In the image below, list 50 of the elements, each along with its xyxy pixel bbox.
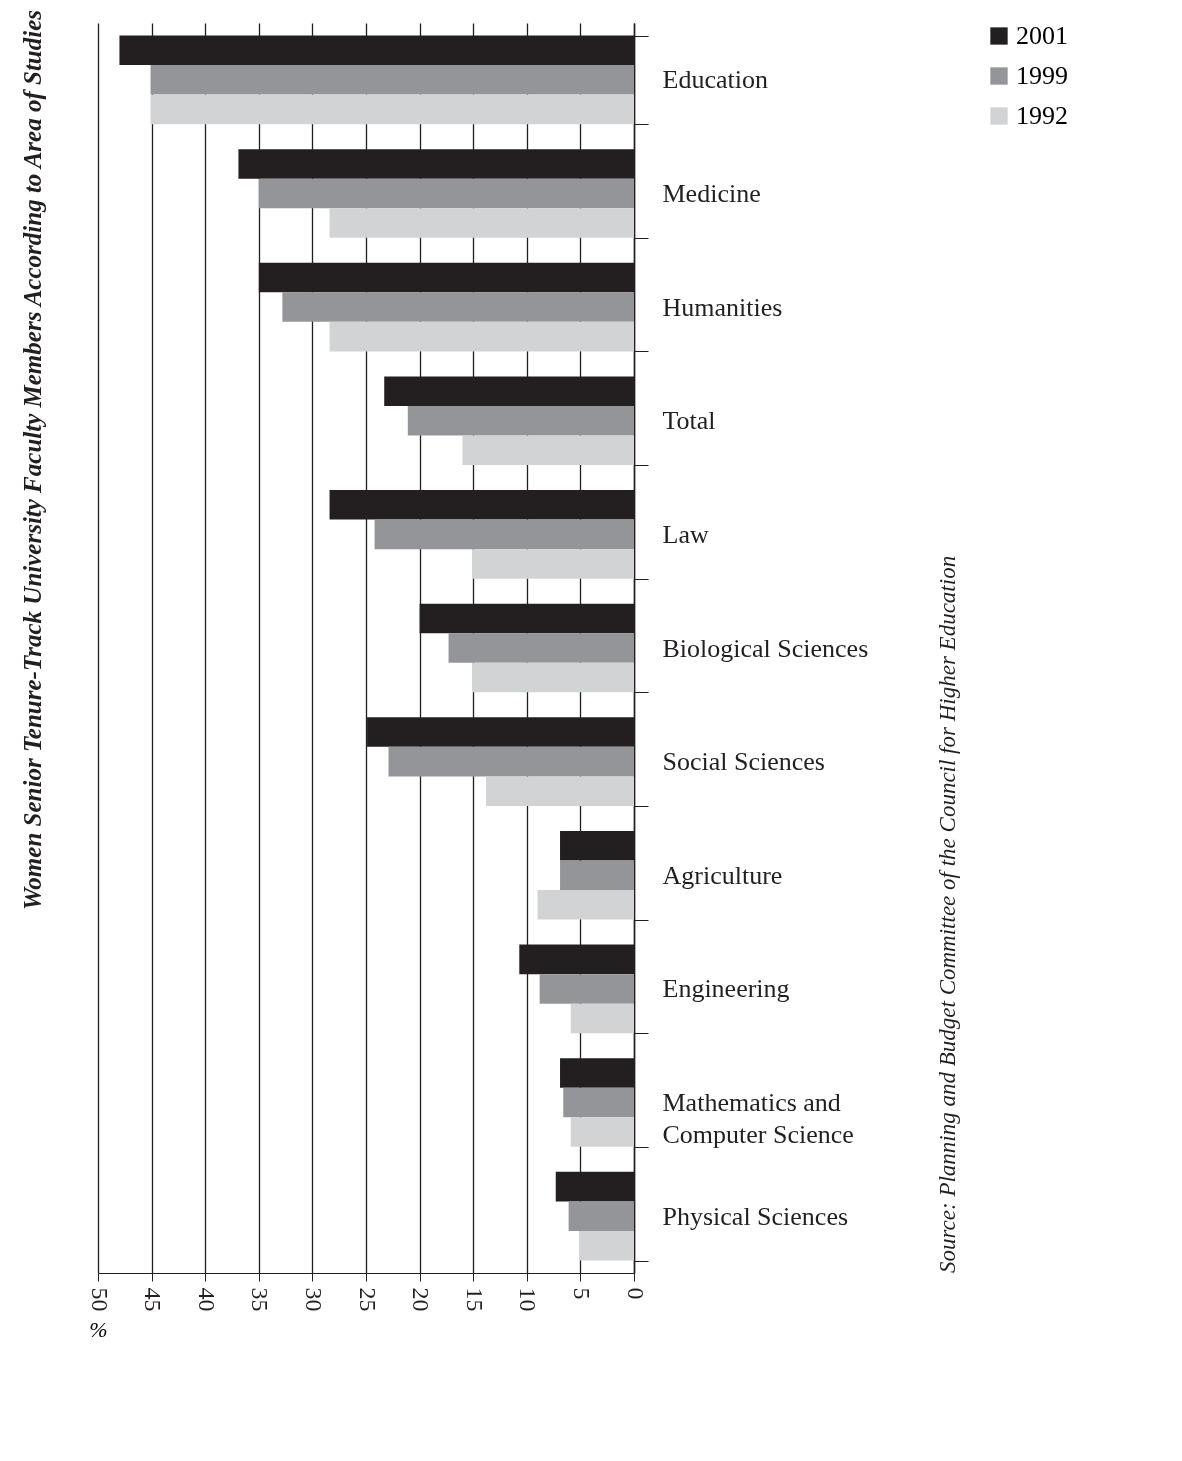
- x-tick-label: 20: [408, 1287, 435, 1312]
- bar: [407, 405, 634, 436]
- x-tick-label: 0: [622, 1287, 649, 1300]
- bar: [539, 974, 634, 1004]
- y-tick-label: Law: [662, 519, 709, 549]
- bar: [388, 746, 634, 777]
- x-tick-label: 25: [354, 1287, 381, 1312]
- x-tick-label: 10: [515, 1287, 542, 1312]
- y-tick-label: Mathematics and Computer Science: [662, 1088, 854, 1150]
- bar: [486, 776, 634, 806]
- x-tick-label: 30: [300, 1287, 327, 1312]
- bar: [329, 321, 634, 352]
- y-tick-label: Medicine: [662, 178, 761, 208]
- bar: [472, 549, 634, 579]
- y-tick-label: Education: [662, 65, 768, 95]
- legend-label: 2001: [1016, 21, 1068, 50]
- legend-label: 1992: [1016, 101, 1068, 130]
- source-note: Source: Planning and Budget Committee of the Council for Higher Education: [935, 555, 960, 1273]
- bar: [560, 860, 634, 891]
- x-tick-label: 45: [140, 1287, 167, 1312]
- bar: [579, 1230, 634, 1261]
- bar: [570, 1003, 634, 1034]
- y-tick-label: Humanities: [662, 292, 783, 322]
- x-tick-label: 35: [247, 1287, 274, 1312]
- bar: [462, 435, 634, 466]
- y-tick-label: Social Sciences: [662, 747, 825, 777]
- bar: [448, 633, 634, 663]
- bar: [282, 292, 634, 322]
- x-axis-title: %: [89, 1316, 108, 1342]
- bar: [258, 178, 634, 209]
- text: Women Senior Tenure-Track University Faculty Members According to Area of Studies: [19, 10, 46, 911]
- y-tick-label: Biological Sciences: [662, 633, 869, 663]
- x-tick-label: 15: [461, 1287, 488, 1312]
- x-tick-label: 40: [193, 1287, 220, 1312]
- bar: [568, 1201, 634, 1231]
- x-tick-label: 50: [86, 1287, 113, 1312]
- legend-label: 1999: [1016, 61, 1068, 90]
- bar: [472, 662, 634, 693]
- y-tick-label: Total: [662, 406, 716, 436]
- bar: [150, 94, 634, 125]
- x-tick-label: 5: [568, 1287, 595, 1300]
- bar: [537, 890, 634, 920]
- y-tick-label: Physical Sciences: [662, 1201, 849, 1231]
- y-tick-label: Engineering: [662, 974, 790, 1004]
- y-tick-label: Agriculture: [662, 860, 783, 890]
- bar: [329, 208, 634, 238]
- bar: [563, 1087, 634, 1118]
- bar: [374, 519, 634, 550]
- bar: [150, 65, 634, 95]
- bar: [570, 1117, 634, 1147]
